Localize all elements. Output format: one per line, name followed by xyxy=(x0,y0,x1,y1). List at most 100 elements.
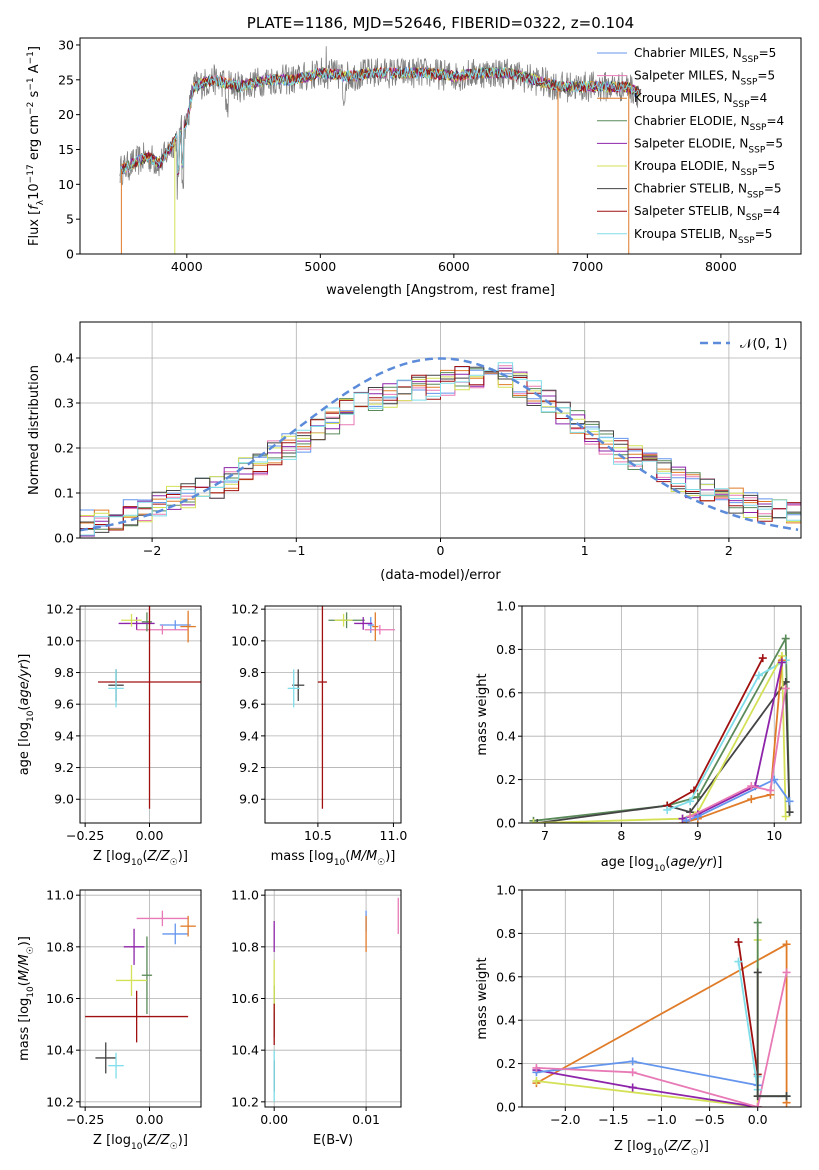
weight-marker xyxy=(754,671,763,680)
label-part: mass [log xyxy=(17,998,32,1061)
weight-marker xyxy=(682,816,691,823)
y-axis-label: Flux [fλ10−17 erg cm−2 s−1 A−1] xyxy=(26,46,46,246)
weight-marker xyxy=(533,819,542,823)
label-part: −2 xyxy=(26,102,36,115)
y-tick-label: 9.6 xyxy=(239,697,259,712)
x-tick-label: 0 xyxy=(437,543,445,558)
weight-marker xyxy=(734,957,743,966)
y-tick-label: 11.0 xyxy=(46,888,74,903)
weight-series xyxy=(529,634,794,823)
error-bar-point xyxy=(118,617,155,630)
label-part: =5 xyxy=(755,227,773,241)
x-axis-label: age [log10(age/yr)] xyxy=(601,855,723,874)
x-tick-label: 7000 xyxy=(571,259,603,274)
x-tick-label: −0.25 xyxy=(66,1112,104,1127)
y-axis-label: age [log10(age/yr)] xyxy=(17,654,36,776)
weight-marker xyxy=(766,786,775,795)
label-part: ☉ xyxy=(170,1142,178,1152)
weight-marker xyxy=(753,918,762,927)
y-tick-label: 15 xyxy=(58,142,74,157)
weight-series xyxy=(532,935,762,1107)
y-tick-label: 10 xyxy=(58,177,74,192)
label-part: ☉ xyxy=(377,858,385,868)
x-tick-label: −1 xyxy=(287,543,305,558)
x-tick-label: 4000 xyxy=(171,259,203,274)
error-bar-point xyxy=(159,620,191,630)
axes-frame xyxy=(521,889,802,1108)
weight-marker xyxy=(686,797,695,806)
label-part: −1 xyxy=(26,77,36,90)
error-bar-point xyxy=(180,610,196,643)
plot-area xyxy=(98,606,201,809)
error-bar-point xyxy=(354,617,373,630)
error-bar-point xyxy=(136,910,189,927)
error-bar-point xyxy=(364,625,395,635)
axes-frame xyxy=(79,37,802,255)
y-tick-label: 0.3 xyxy=(54,396,74,411)
weight-marker xyxy=(758,654,767,663)
weight-marker xyxy=(686,812,695,821)
y-tick-label: 0.0 xyxy=(496,1100,516,1115)
weight-marker xyxy=(747,782,756,791)
x-tick-label: 9 xyxy=(694,828,702,843)
weight-line xyxy=(685,778,791,822)
model-spectrum-line xyxy=(119,66,641,176)
label-part: Z [log xyxy=(93,849,131,864)
label-part: 10 xyxy=(26,710,36,722)
y-tick-label: 10.4 xyxy=(231,1043,259,1058)
error-bar-point xyxy=(141,936,153,1014)
weight-line xyxy=(737,941,759,1075)
label-part: A xyxy=(27,64,42,77)
label-part: =5 xyxy=(757,69,775,83)
x-axis-label: wavelength [Angstrom, rest frame] xyxy=(326,283,555,298)
weight-marker xyxy=(628,1057,637,1066)
x-axis-label: mass [log10(M/M☉)] xyxy=(271,849,396,868)
grid-lines xyxy=(80,322,801,539)
grid-lines xyxy=(265,606,401,823)
label-part: Chabrier STELIB, N xyxy=(634,182,747,196)
error-bar-point xyxy=(108,669,124,708)
weight-marker xyxy=(785,797,794,806)
x-tick-label: 5000 xyxy=(304,259,336,274)
y-axis-label: mass weight xyxy=(475,673,490,755)
spectrum-panel: 4000 5000 6000 7000 8000 0 5 10 15 20 25 30 PLATE=11… xyxy=(26,14,802,298)
label-part: =4 xyxy=(763,204,781,218)
error-bar-point xyxy=(287,669,300,708)
x-tick-label: 0.01 xyxy=(352,1112,380,1127)
x-tick-label: −2.0 xyxy=(550,1112,580,1127)
label-part: =5 xyxy=(764,182,782,196)
y-tick-label: 10.8 xyxy=(46,939,74,954)
weight-line xyxy=(737,961,759,1090)
y-axis-label: Normed distribution xyxy=(27,365,42,495)
mass-vs-ebv-panel: 0.00 0.01 10.2 10.4 10.6 10.8 11.0 E(B-V) xyxy=(231,888,402,1148)
weight-series xyxy=(686,684,790,821)
y-tick-label: 9.0 xyxy=(54,792,74,807)
y-tick-label: 0.4 xyxy=(496,729,516,744)
error-bar-point xyxy=(162,923,189,945)
weight-line xyxy=(689,688,787,818)
weight-marker xyxy=(628,1068,637,1077)
y-tick-label: 9.0 xyxy=(239,792,259,807)
label-part: Salpeter STELIB, N xyxy=(634,204,746,218)
label-part: =4 xyxy=(766,114,784,128)
x-axis-label: Z [log10(Z/Z☉)] xyxy=(93,1133,188,1152)
plot-area xyxy=(85,910,196,1079)
error-bar-point xyxy=(317,606,327,809)
y-tick-label: 0.2 xyxy=(496,1056,516,1071)
weight-line xyxy=(533,652,787,823)
y-tick-label: 9.8 xyxy=(239,665,259,680)
label-part: age [log xyxy=(17,722,32,775)
error-bar-point xyxy=(372,612,379,641)
label-part: Z/Z xyxy=(668,1139,692,1154)
y-tick-label: 9.4 xyxy=(54,728,74,743)
label-part: 10 xyxy=(334,858,346,868)
label-part: ( xyxy=(345,849,350,864)
label-part: mass weight xyxy=(475,957,490,1039)
histogram-step-line xyxy=(80,365,801,529)
x-tick-label: 8000 xyxy=(705,259,737,274)
weight-marker xyxy=(782,1092,791,1101)
label-part: Z [log xyxy=(93,1133,131,1148)
label-part: Kroupa ELODIE, N xyxy=(634,159,741,173)
x-tick-label: 10.5 xyxy=(304,828,332,843)
